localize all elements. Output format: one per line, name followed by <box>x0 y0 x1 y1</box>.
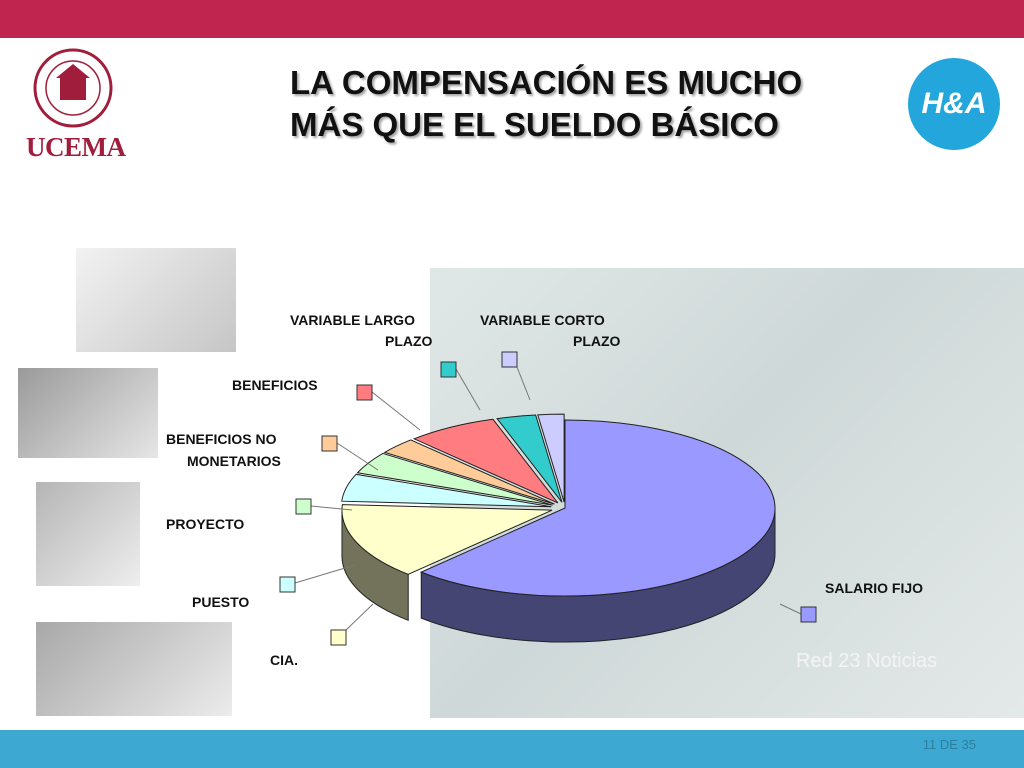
leader-line-variable-largo-plazo <box>455 368 481 411</box>
legend-swatch-salario-fijo <box>800 606 817 623</box>
label-beneficios-no-monetarios-2: MONETARIOS <box>187 453 281 469</box>
label-variable-largo-plazo-1: VARIABLE LARGO <box>290 312 415 328</box>
label-variable-largo-plazo-2: PLAZO <box>385 333 433 349</box>
label-puesto: PUESTO <box>192 594 249 610</box>
camera-photo <box>18 368 158 458</box>
leader-line-beneficios-no-monetarios <box>336 442 379 471</box>
leader-line-cia <box>345 603 374 631</box>
slice-variable-largo-plazo <box>496 414 563 503</box>
ucema-seal-logo <box>33 48 113 128</box>
bottom-band <box>0 730 1024 768</box>
legend-swatch-variable-corto-plazo <box>501 351 518 368</box>
leader-line-salario-fijo <box>779 603 802 615</box>
ucema-logo-text: UCEMA <box>26 132 126 162</box>
ha-logo: H&A <box>908 58 1000 150</box>
title-line-1: LA COMPENSACIÓN ES MUCHO <box>290 64 803 101</box>
legend: SALARIO FIJO CIA. PUESTO PROYECTO BENEFI… <box>166 312 923 668</box>
legend-swatch-variable-largo-plazo <box>440 361 457 378</box>
label-variable-corto-plazo-2: PLAZO <box>573 333 621 349</box>
leader-line-beneficios <box>371 391 421 431</box>
label-proyecto: PROYECTO <box>166 516 244 532</box>
leader-line-puesto <box>294 564 356 584</box>
leader-line-proyecto <box>310 505 353 511</box>
label-salario-fijo: SALARIO FIJO <box>825 580 923 596</box>
title-line-2: MÁS QUE EL SUELDO BÁSICO <box>290 106 779 143</box>
legend-swatch-puesto <box>279 576 296 593</box>
label-variable-corto-plazo-1: VARIABLE CORTO <box>480 312 605 328</box>
slice-puesto <box>341 473 552 508</box>
label-beneficios-no-monetarios-1: BENEFICIOS NO <box>166 431 277 447</box>
legend-swatch-beneficios <box>356 384 373 401</box>
reading-photo <box>36 482 140 586</box>
page-number: 11 DE 35 <box>922 737 976 752</box>
slice-beneficios <box>412 418 559 504</box>
legend-swatch-proyecto <box>295 498 312 515</box>
slice-beneficios-no-monetarios <box>383 439 555 505</box>
label-beneficios: BENEFICIOS <box>232 377 318 393</box>
slice-salario-fijo <box>419 419 776 597</box>
label-cia: CIA. <box>270 652 298 668</box>
slice-cia <box>341 504 553 575</box>
page-title: LA COMPENSACIÓN ES MUCHO MÁS QUE EL SUEL… <box>290 62 850 146</box>
watermark: Red 23 Noticias <box>796 650 938 672</box>
food-photo <box>76 248 236 352</box>
legend-swatch-beneficios-no-monetarios <box>321 435 338 452</box>
slice-proyecto <box>356 452 553 506</box>
ha-logo-text: H&A <box>921 87 987 120</box>
legend-swatch-cia <box>330 629 347 646</box>
slice-variable-corto-plazo <box>537 413 565 503</box>
top-band <box>0 0 1024 38</box>
leader-line-variable-corto-plazo <box>516 366 531 401</box>
people-photo <box>36 622 232 716</box>
pie-slices <box>341 413 776 643</box>
